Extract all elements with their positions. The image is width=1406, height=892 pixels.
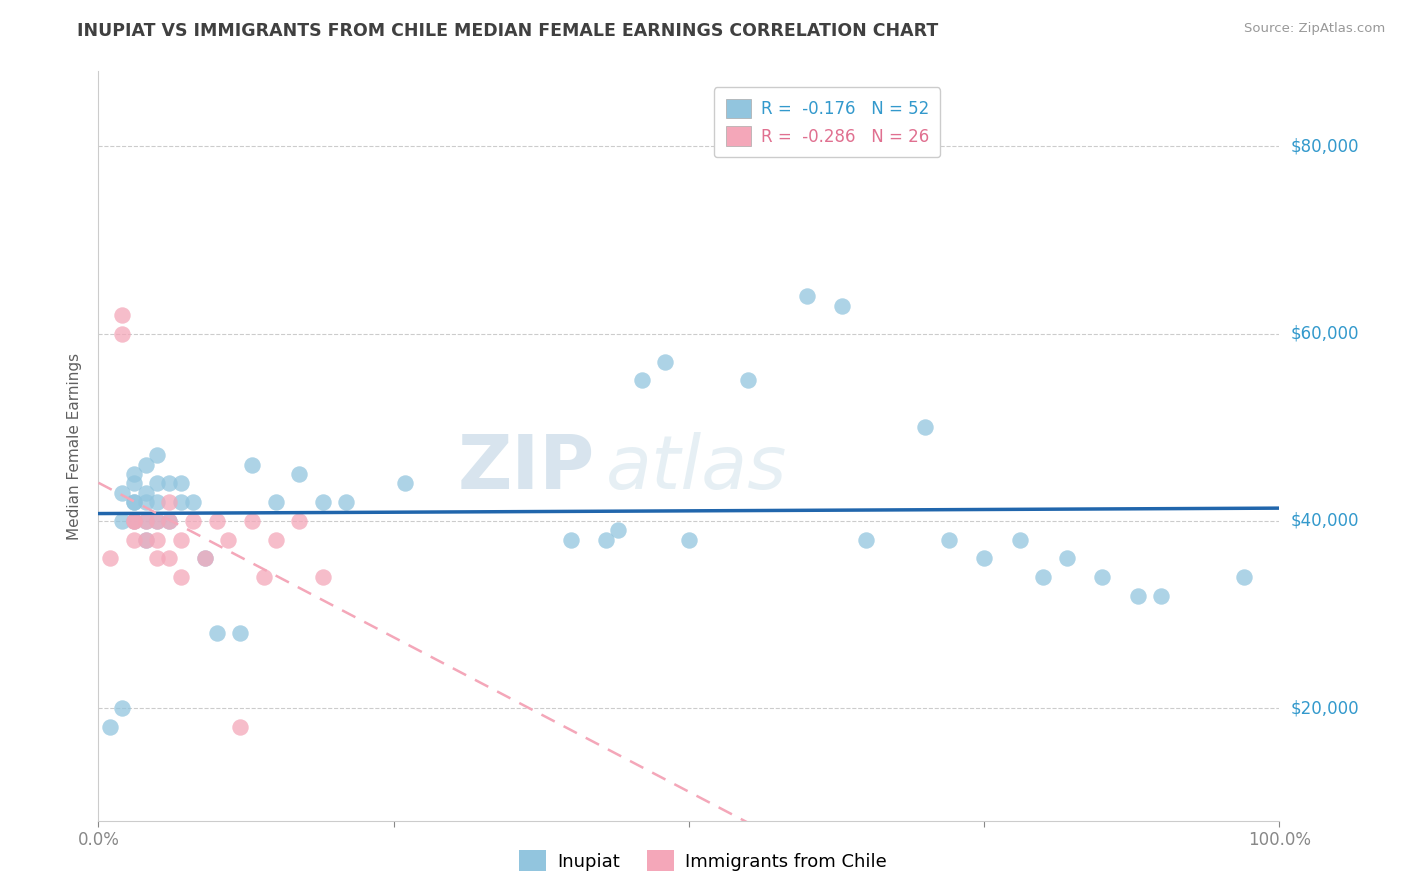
Point [122, 514, 145, 528]
Point [678, 533, 700, 547]
Point [288, 514, 311, 528]
Point [194, 551, 217, 566]
Point [264, 533, 287, 547]
Point [111, 308, 134, 322]
Point [205, 626, 228, 640]
Point [205, 514, 228, 528]
Point [135, 533, 157, 547]
Point [170, 570, 193, 584]
Point [157, 551, 180, 566]
Point [253, 570, 276, 584]
Point [122, 533, 145, 547]
Point [122, 476, 145, 491]
Point [312, 495, 335, 509]
Point [1150, 589, 1173, 603]
Point [796, 289, 818, 303]
Point [630, 374, 652, 388]
Point [938, 533, 960, 547]
Point [157, 514, 180, 528]
Text: Source: ZipAtlas.com: Source: ZipAtlas.com [1244, 22, 1385, 36]
Point [135, 533, 157, 547]
Point [737, 374, 759, 388]
Point [111, 486, 134, 500]
Point [335, 495, 357, 509]
Text: $80,000: $80,000 [1291, 137, 1360, 155]
Point [146, 551, 169, 566]
Point [146, 514, 169, 528]
Point [1126, 589, 1149, 603]
Text: $20,000: $20,000 [1291, 699, 1360, 717]
Point [312, 570, 335, 584]
Point [111, 701, 134, 715]
Point [1091, 570, 1114, 584]
Point [157, 476, 180, 491]
Point [135, 458, 157, 472]
Point [1233, 570, 1256, 584]
Point [831, 298, 853, 313]
Point [157, 514, 180, 528]
Point [122, 514, 145, 528]
Text: atlas: atlas [606, 433, 787, 505]
Point [654, 355, 676, 369]
Point [240, 514, 263, 528]
Point [122, 514, 145, 528]
Point [560, 533, 582, 547]
Point [607, 523, 630, 537]
Point [135, 486, 157, 500]
Point [194, 551, 217, 566]
Point [146, 449, 169, 463]
Point [98, 720, 121, 734]
Point [229, 720, 252, 734]
Point [181, 495, 204, 509]
Point [288, 467, 311, 482]
Point [122, 495, 145, 509]
Point [146, 476, 169, 491]
Point [170, 495, 193, 509]
Point [146, 514, 169, 528]
Point [111, 514, 134, 528]
Point [229, 626, 252, 640]
Text: INUPIAT VS IMMIGRANTS FROM CHILE MEDIAN FEMALE EARNINGS CORRELATION CHART: INUPIAT VS IMMIGRANTS FROM CHILE MEDIAN … [77, 22, 939, 40]
Point [595, 533, 617, 547]
Legend: Inupiat, Immigrants from Chile: Inupiat, Immigrants from Chile [512, 843, 894, 879]
Point [170, 533, 193, 547]
Point [240, 458, 263, 472]
Point [135, 514, 157, 528]
Point [855, 533, 877, 547]
Point [914, 420, 936, 434]
Text: $40,000: $40,000 [1291, 512, 1360, 530]
Point [217, 533, 239, 547]
Point [394, 476, 416, 491]
Point [98, 551, 121, 566]
Point [135, 495, 157, 509]
Point [973, 551, 995, 566]
Point [111, 326, 134, 341]
Point [1008, 533, 1031, 547]
Text: $60,000: $60,000 [1291, 325, 1360, 343]
Point [146, 533, 169, 547]
Point [1032, 570, 1054, 584]
Point [157, 495, 180, 509]
Legend: R =  -0.176   N = 52, R =  -0.286   N = 26: R = -0.176 N = 52, R = -0.286 N = 26 [714, 87, 941, 157]
Point [122, 467, 145, 482]
Point [146, 495, 169, 509]
Point [264, 495, 287, 509]
Point [1056, 551, 1078, 566]
Point [135, 514, 157, 528]
Y-axis label: Median Female Earnings: Median Female Earnings [67, 352, 83, 540]
Point [181, 514, 204, 528]
Point [170, 476, 193, 491]
Text: ZIP: ZIP [457, 432, 595, 505]
Point [122, 495, 145, 509]
